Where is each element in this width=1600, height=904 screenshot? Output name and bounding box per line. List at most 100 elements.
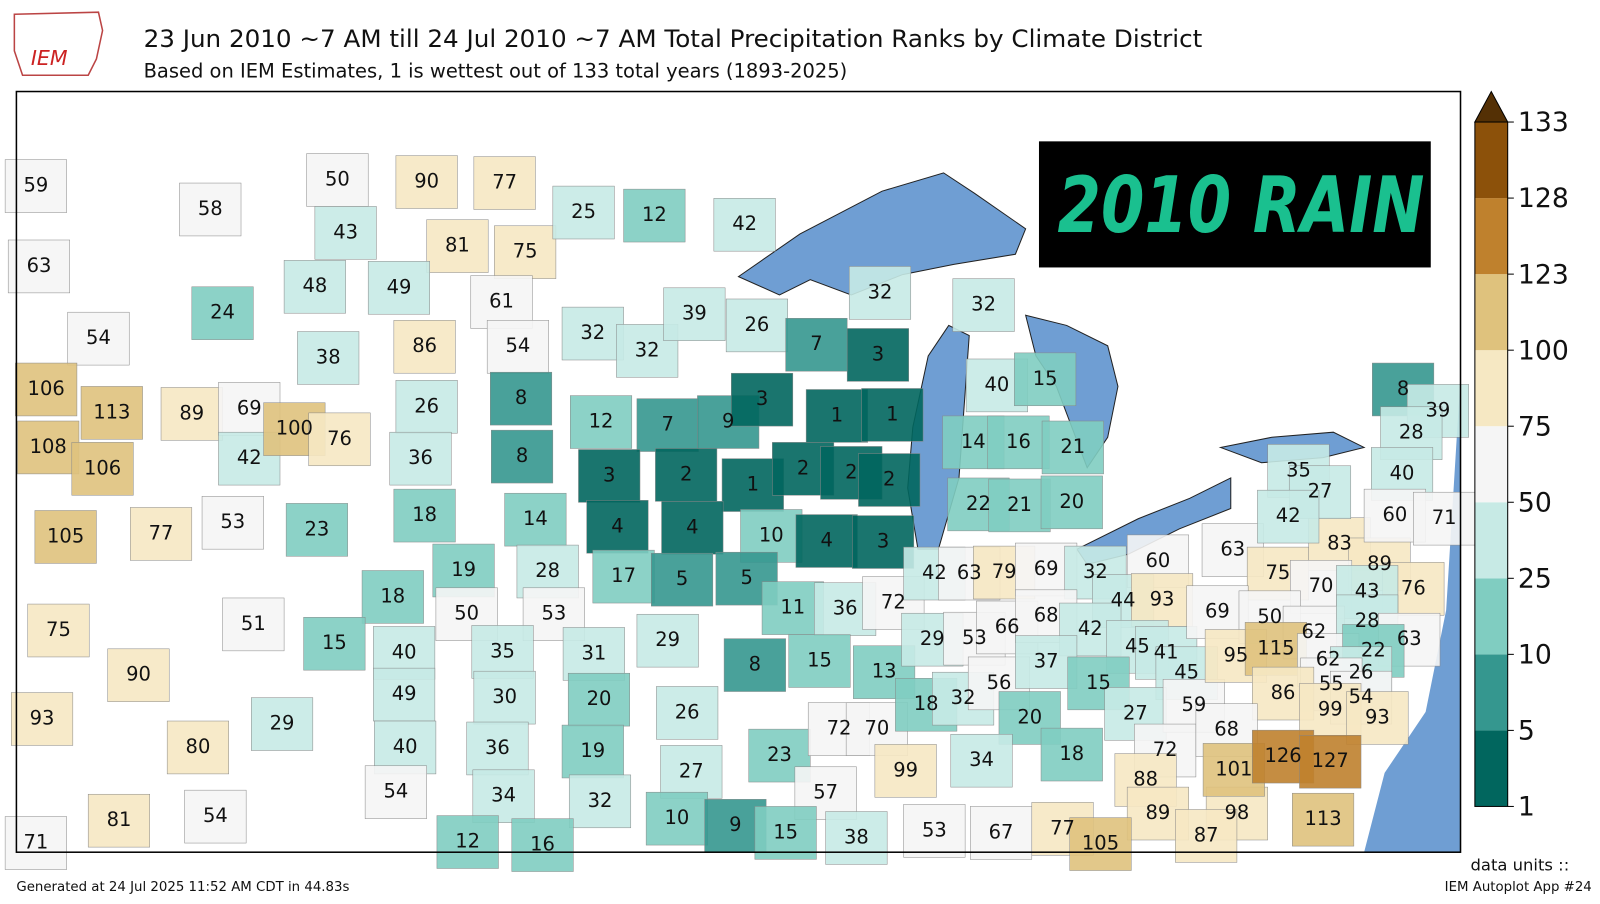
district-rank: 53 xyxy=(962,626,987,649)
district xyxy=(561,724,624,779)
district xyxy=(107,648,170,702)
district-rank: 37 xyxy=(1034,650,1059,673)
district xyxy=(578,449,641,503)
district xyxy=(166,720,229,775)
district xyxy=(473,156,536,210)
district xyxy=(969,806,1033,860)
district xyxy=(636,398,699,452)
district-rank: 16 xyxy=(1006,430,1031,453)
colorbar-segment xyxy=(1474,730,1508,807)
district-rank: 27 xyxy=(1123,701,1148,724)
colorbar-tick-label: 75 xyxy=(1518,411,1552,442)
district-rank: 7 xyxy=(810,332,822,355)
colorbar-segment xyxy=(1474,122,1508,199)
district-rank: 106 xyxy=(84,456,121,479)
district xyxy=(568,774,632,829)
district-rank: 32 xyxy=(588,789,613,812)
district xyxy=(785,318,848,372)
district xyxy=(184,789,247,844)
district-rank: 99 xyxy=(893,758,918,781)
district xyxy=(1257,489,1320,544)
district-rank: 53 xyxy=(922,818,947,841)
district-rank: 3 xyxy=(603,463,615,486)
district-rank: 70 xyxy=(865,717,890,740)
district-rank: 25 xyxy=(571,200,596,223)
district xyxy=(470,275,533,329)
district xyxy=(491,429,554,484)
district xyxy=(490,371,553,426)
district-rank: 86 xyxy=(1271,681,1296,704)
district-rank: 15 xyxy=(807,649,832,672)
district-rank: 3 xyxy=(877,530,889,553)
district-rank: 42 xyxy=(922,561,947,584)
district xyxy=(80,386,143,440)
district-rank: 28 xyxy=(1355,609,1380,632)
district-rank: 34 xyxy=(491,784,516,807)
district-rank: 8 xyxy=(1397,377,1409,400)
district-rank: 42 xyxy=(732,212,757,235)
district-rank: 56 xyxy=(987,671,1012,694)
district xyxy=(473,670,536,725)
district-rank: 61 xyxy=(489,290,514,313)
district xyxy=(130,507,193,561)
district xyxy=(805,389,868,443)
district-rank: 9 xyxy=(729,813,741,836)
district-rank: 53 xyxy=(220,510,245,533)
district xyxy=(34,510,97,564)
district-rank: 50 xyxy=(454,602,479,625)
district-rank: 32 xyxy=(580,321,605,344)
district-rank: 3 xyxy=(872,342,884,365)
district-rank: 106 xyxy=(28,377,65,400)
district-rank: 26 xyxy=(745,313,770,336)
district-rank: 8 xyxy=(516,444,528,467)
lake-superior xyxy=(737,172,1027,296)
district-rank: 18 xyxy=(412,503,437,526)
district xyxy=(251,697,314,751)
district-rank: 49 xyxy=(392,682,417,705)
banner-box xyxy=(1038,141,1431,268)
district-rank: 90 xyxy=(414,170,439,193)
district-rank: 18 xyxy=(1059,742,1084,765)
district-tiles xyxy=(4,153,1476,872)
colorbar-tick-label: 100 xyxy=(1518,335,1569,366)
district-rank: 59 xyxy=(24,174,49,197)
district xyxy=(4,816,67,870)
district-rank: 27 xyxy=(1308,480,1333,503)
district-rank: 14 xyxy=(523,507,548,530)
district-rank: 53 xyxy=(541,602,566,625)
district xyxy=(552,185,615,240)
district xyxy=(15,362,78,417)
ocean xyxy=(1364,376,1461,853)
district xyxy=(389,431,452,486)
district-rank: 41 xyxy=(1154,640,1179,663)
district-rank: 11 xyxy=(780,596,805,619)
district-rank: 9 xyxy=(722,410,734,433)
district xyxy=(567,672,630,727)
district-rank: 39 xyxy=(1426,398,1451,421)
district xyxy=(623,188,686,243)
district-rank: 26 xyxy=(1349,661,1374,684)
district-rank: 16 xyxy=(530,833,555,856)
district-rank: 77 xyxy=(492,171,517,194)
district-rank: 40 xyxy=(392,640,417,663)
district-rank: 45 xyxy=(1174,661,1199,684)
district xyxy=(795,514,858,568)
district xyxy=(952,278,1015,332)
district xyxy=(592,549,655,604)
district-rank: 22 xyxy=(1361,638,1386,661)
district-rank: 42 xyxy=(237,446,262,469)
district xyxy=(306,153,369,207)
district-rank: 68 xyxy=(1214,718,1239,741)
district-rank: 15 xyxy=(1086,671,1111,694)
district-rank: 8 xyxy=(749,653,761,676)
district xyxy=(586,500,649,554)
district-rank: 27 xyxy=(679,759,704,782)
district xyxy=(950,733,1013,788)
district xyxy=(179,182,242,237)
district-rank: 76 xyxy=(1401,576,1426,599)
district-rank: 79 xyxy=(992,560,1017,583)
district xyxy=(636,613,699,668)
district-rank: 77 xyxy=(1050,816,1075,839)
